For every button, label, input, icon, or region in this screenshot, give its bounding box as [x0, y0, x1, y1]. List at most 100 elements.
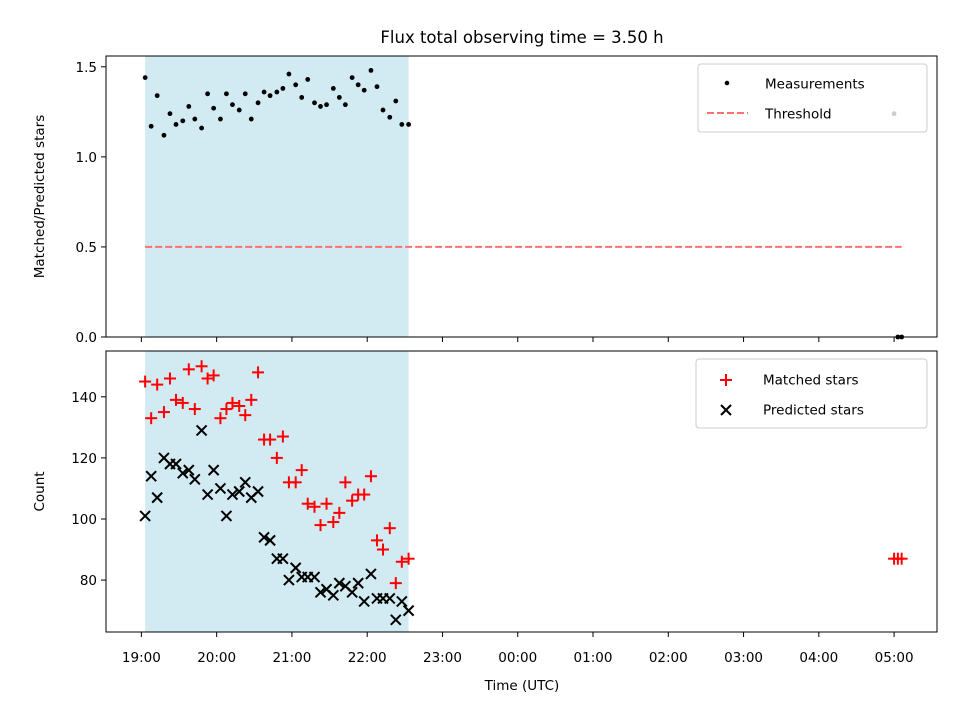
predicted-star-point	[233, 485, 245, 498]
legend-threshold-label: Threshold	[764, 107, 832, 123]
measurement-point	[387, 114, 393, 120]
measurement-point	[286, 71, 292, 77]
observing-window-span	[145, 56, 409, 337]
y-tick-label: 1.5	[76, 60, 97, 76]
matched-star-point	[157, 406, 170, 419]
chart-title: Flux total observing time = 3.50 h	[380, 28, 663, 47]
measurement-point	[312, 100, 317, 106]
y-tick-label: 0.0	[76, 330, 97, 346]
predicted-star-point	[333, 577, 346, 589]
measurement-point	[280, 86, 286, 91]
ratio-marks	[142, 68, 905, 340]
observing-window-span	[145, 351, 409, 632]
ratio-y-axis-label: Matched/Predicted stars	[32, 115, 48, 278]
matched-star-point	[358, 488, 371, 501]
measurement-point	[218, 116, 223, 122]
matched-star-point	[182, 363, 195, 376]
matched-star-point	[389, 577, 402, 590]
predicted-star-point	[226, 488, 239, 501]
x-tick-label: 01:00	[574, 650, 613, 666]
matched-star-point	[170, 393, 183, 406]
matched-star-point	[264, 433, 277, 446]
measurement-point	[293, 82, 299, 88]
measurement-point	[199, 125, 204, 131]
matched-star-point	[276, 430, 289, 443]
matched-star-point	[176, 396, 189, 409]
counts-y-axis-label: Count	[32, 471, 48, 511]
measurement-point	[211, 105, 217, 111]
matched-star-point	[364, 470, 377, 483]
predicted-star-point	[390, 614, 402, 626]
predicted-star-point	[384, 592, 396, 605]
measurement-point	[330, 86, 336, 91]
x-tick-label: 23:00	[423, 650, 462, 666]
predicted-star-point	[283, 574, 295, 586]
matched-star-point	[346, 494, 359, 507]
measurement-point	[148, 123, 154, 129]
x-tick-label: 19:00	[122, 650, 161, 666]
legend-frame	[697, 63, 928, 133]
measurement-point	[349, 75, 355, 81]
matched-star-point	[402, 552, 415, 565]
measurement-point	[406, 122, 411, 127]
predicted-star-point	[314, 586, 327, 599]
counts-marks	[139, 360, 908, 626]
legend-predicted-marker	[720, 404, 732, 416]
matched-star-point	[339, 476, 352, 489]
x-tick-label: 04:00	[799, 650, 838, 666]
matched-star-point	[295, 464, 308, 477]
measurement-point	[261, 89, 267, 95]
legend-matched-label: Matched stars	[763, 373, 859, 389]
counts-panel: 80 100 120 140 19:00 20:00 21:00 22:00 23:00 00:…	[32, 350, 938, 666]
predicted-star-point	[239, 476, 251, 489]
y-tick-label: 120	[71, 451, 97, 467]
measurement-point	[342, 102, 348, 108]
counts-legend: Matched stars Predicted stars	[695, 358, 928, 429]
counts-x-axis: 19:00 20:00 21:00 22:00 23:00 00:00 01:00 02:00…	[122, 632, 914, 666]
counts-axes-frame	[105, 350, 938, 633]
measurement-point	[154, 93, 160, 99]
predicted-star-point	[189, 473, 201, 485]
matched-star-point	[195, 360, 208, 373]
x-tick-label: 03:00	[724, 650, 763, 666]
x-tick-label: 00:00	[498, 650, 537, 666]
measurement-point	[242, 91, 248, 97]
matched-star-point	[308, 500, 321, 513]
measurement-point	[355, 82, 361, 88]
matched-star-point	[163, 372, 176, 385]
measurement-point	[267, 93, 273, 99]
matched-star-point	[370, 534, 383, 547]
predicted-star-point	[258, 531, 270, 544]
legend-matched-marker	[720, 374, 732, 386]
measurement-point	[361, 87, 367, 93]
matched-star-point	[289, 476, 302, 489]
ratio-panel: 0.0 0.5 1.0 1.5 Matched/Predicted stars Mea…	[32, 55, 938, 346]
predicted-star-point	[183, 464, 195, 476]
matched-star-point	[270, 451, 283, 464]
predicted-star-point	[277, 552, 289, 565]
matched-star-point	[252, 366, 265, 379]
measurement-point	[205, 91, 211, 97]
predicted-star-point	[396, 595, 408, 608]
matched-star-point	[145, 412, 158, 425]
matched-star-point	[201, 372, 214, 385]
measurement-point	[255, 100, 261, 106]
predicted-star-point	[352, 577, 364, 589]
matched-star-point	[301, 497, 314, 510]
ratio-legend: Measurements Threshold	[697, 63, 928, 133]
measurement-point	[318, 104, 323, 109]
legend-frame	[695, 358, 928, 429]
predicted-star-point	[308, 571, 321, 583]
matched-star-point	[207, 369, 220, 382]
matched-star-point	[220, 403, 233, 416]
measurement-point	[192, 116, 198, 122]
matched-star-point	[377, 543, 389, 556]
x-tick-label: 22:00	[348, 650, 387, 666]
predicted-star-point	[220, 510, 233, 522]
y-tick-label: 1.0	[76, 150, 97, 166]
predicted-star-point	[365, 568, 377, 580]
predicted-star-point	[145, 470, 157, 482]
measurement-point	[399, 122, 405, 127]
predicted-star-point	[327, 589, 340, 602]
